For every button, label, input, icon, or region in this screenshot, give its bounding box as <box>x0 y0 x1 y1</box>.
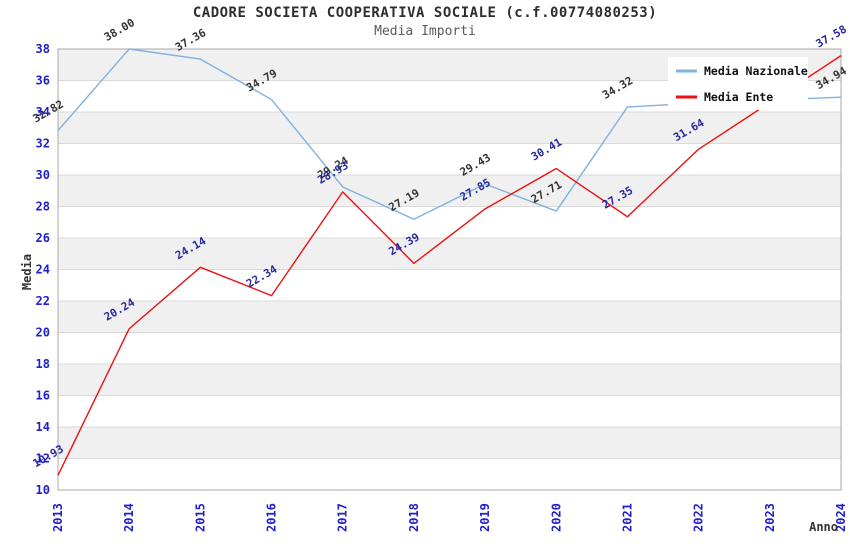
chart-subtitle: Media Importi <box>374 24 476 39</box>
y-tick-label: 22 <box>36 294 50 308</box>
x-tick-label: 2021 <box>620 503 634 532</box>
y-axis-title: Media <box>20 254 34 290</box>
y-tick-label: 18 <box>36 357 50 371</box>
y-tick-label: 20 <box>36 326 50 340</box>
y-tick-label: 16 <box>36 389 50 403</box>
x-tick-label: 2017 <box>336 503 350 532</box>
x-tick-label: 2019 <box>478 503 492 532</box>
plot-band <box>58 238 841 270</box>
y-tick-label: 14 <box>36 420 50 434</box>
y-tick-label: 34 <box>36 105 50 119</box>
x-tick-label: 2020 <box>549 503 563 532</box>
x-tick-label: 2024 <box>834 503 848 532</box>
y-tick-label: 10 <box>36 483 50 497</box>
y-tick-label: 24 <box>36 263 50 277</box>
plot-band <box>58 301 841 333</box>
plot-band <box>58 427 841 459</box>
x-tick-label: 2022 <box>692 503 706 532</box>
y-tick-label: 26 <box>36 231 50 245</box>
y-tick-label: 38 <box>36 42 50 56</box>
x-tick-label: 2014 <box>122 503 136 532</box>
y-tick-label: 30 <box>36 168 50 182</box>
x-tick-label: 2016 <box>265 503 279 532</box>
x-tick-label: 2018 <box>407 503 421 532</box>
legend-box <box>668 57 808 110</box>
y-tick-label: 28 <box>36 200 50 214</box>
y-tick-label: 32 <box>36 137 50 151</box>
legend-label: Media Ente <box>704 90 773 104</box>
series-line-media-ente <box>57 55 842 476</box>
x-tick-label: 2013 <box>51 503 65 532</box>
legend-label: Media Nazionale <box>704 64 808 78</box>
y-tick-label: 36 <box>36 74 50 88</box>
chart-title: CADORE SOCIETA COOPERATIVA SOCIALE (c.f.… <box>192 5 658 21</box>
plot-frame <box>57 48 842 491</box>
x-axis-title: Anno <box>809 520 838 534</box>
y-tick-label: 12 <box>36 452 50 466</box>
x-tick-label: 2015 <box>193 503 207 532</box>
x-tick-label: 2023 <box>763 503 777 532</box>
plot-band <box>58 364 841 396</box>
plot-band <box>58 112 841 144</box>
